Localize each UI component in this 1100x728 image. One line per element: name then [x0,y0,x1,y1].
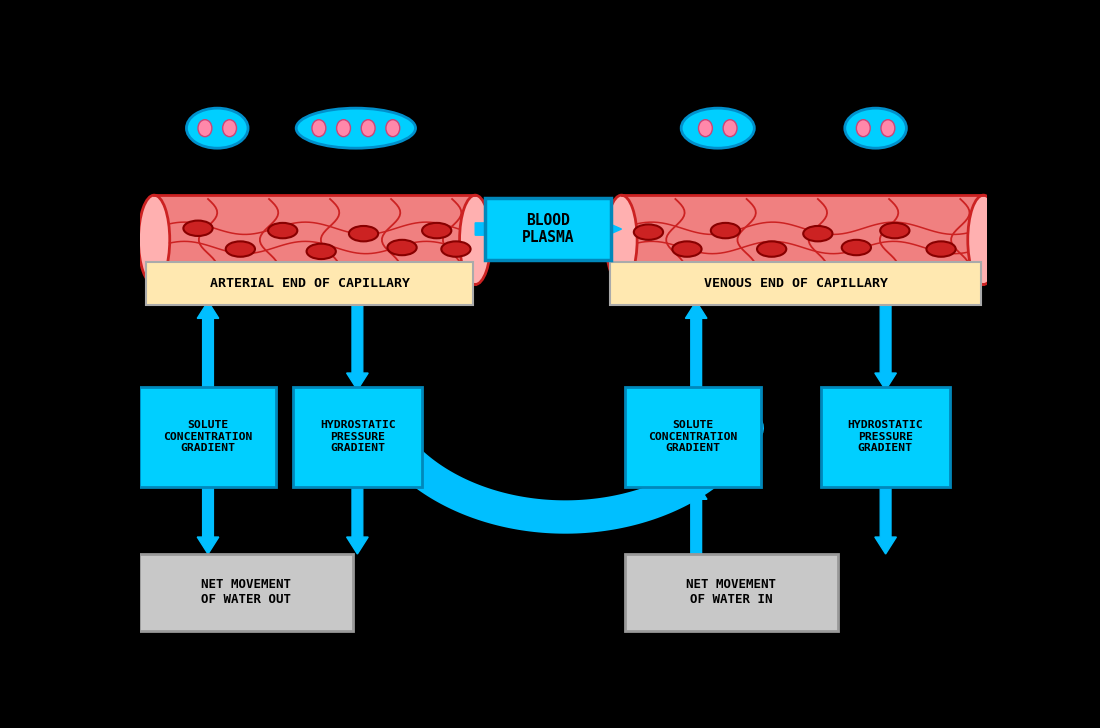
Ellipse shape [968,195,999,285]
Ellipse shape [441,242,471,257]
Ellipse shape [926,242,956,257]
Ellipse shape [349,226,378,242]
Ellipse shape [139,195,169,285]
Ellipse shape [184,221,212,236]
FancyArrow shape [723,413,756,452]
FancyArrow shape [197,483,219,554]
Text: VENOUS END OF CAPILLARY: VENOUS END OF CAPILLARY [704,277,888,290]
FancyBboxPatch shape [140,387,276,487]
Ellipse shape [198,119,212,137]
Ellipse shape [186,108,249,149]
Text: NET MOVEMENT
OF WATER OUT: NET MOVEMENT OF WATER OUT [201,579,292,606]
FancyBboxPatch shape [145,262,473,305]
Ellipse shape [803,226,833,242]
Text: SOLUTE
CONCENTRATION
GRADIENT: SOLUTE CONCENTRATION GRADIENT [163,420,252,453]
FancyArrow shape [874,483,896,554]
Text: HYDROSTATIC
PRESSURE
GRADIENT: HYDROSTATIC PRESSURE GRADIENT [320,420,396,453]
FancyArrow shape [372,408,405,447]
Ellipse shape [312,119,326,137]
Ellipse shape [681,108,755,149]
Bar [154,195,475,285]
Text: NET MOVEMENT
OF WATER IN: NET MOVEMENT OF WATER IN [686,579,777,606]
Text: BLOOD
PLASMA: BLOOD PLASMA [521,213,574,245]
FancyArrow shape [874,301,896,390]
FancyArrow shape [603,221,622,237]
FancyBboxPatch shape [140,554,353,631]
Ellipse shape [422,223,451,238]
Ellipse shape [361,119,375,137]
FancyBboxPatch shape [821,387,949,487]
Ellipse shape [387,240,417,256]
Ellipse shape [337,119,351,137]
FancyBboxPatch shape [625,554,838,631]
Ellipse shape [268,223,297,238]
Ellipse shape [296,108,416,149]
Ellipse shape [606,195,637,285]
Ellipse shape [881,119,895,137]
Ellipse shape [222,119,236,137]
Ellipse shape [857,119,870,137]
FancyArrow shape [475,223,488,235]
FancyArrow shape [197,301,219,390]
FancyBboxPatch shape [294,387,422,487]
Ellipse shape [226,242,255,257]
FancyArrow shape [685,301,707,390]
FancyBboxPatch shape [485,198,611,260]
Ellipse shape [842,240,871,256]
FancyArrow shape [685,483,707,554]
Ellipse shape [880,223,910,238]
Ellipse shape [723,119,737,137]
Text: HYDROSTATIC
PRESSURE
GRADIENT: HYDROSTATIC PRESSURE GRADIENT [847,420,923,453]
Text: SOLUTE
CONCENTRATION
GRADIENT: SOLUTE CONCENTRATION GRADIENT [648,420,737,453]
Ellipse shape [386,119,399,137]
Ellipse shape [672,242,702,257]
FancyBboxPatch shape [609,262,981,305]
Text: ARTERIAL END OF CAPILLARY: ARTERIAL END OF CAPILLARY [210,277,409,290]
Ellipse shape [698,119,713,137]
Ellipse shape [634,224,663,240]
Ellipse shape [711,223,740,238]
Ellipse shape [460,195,491,285]
FancyBboxPatch shape [625,387,761,487]
Ellipse shape [845,108,906,149]
FancyArrow shape [346,483,368,554]
Bar [621,195,983,285]
Ellipse shape [307,244,336,259]
Ellipse shape [757,242,786,257]
FancyArrow shape [346,301,368,390]
